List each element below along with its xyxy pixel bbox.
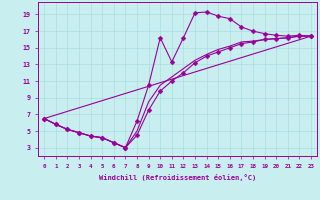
X-axis label: Windchill (Refroidissement éolien,°C): Windchill (Refroidissement éolien,°C) [99,174,256,181]
